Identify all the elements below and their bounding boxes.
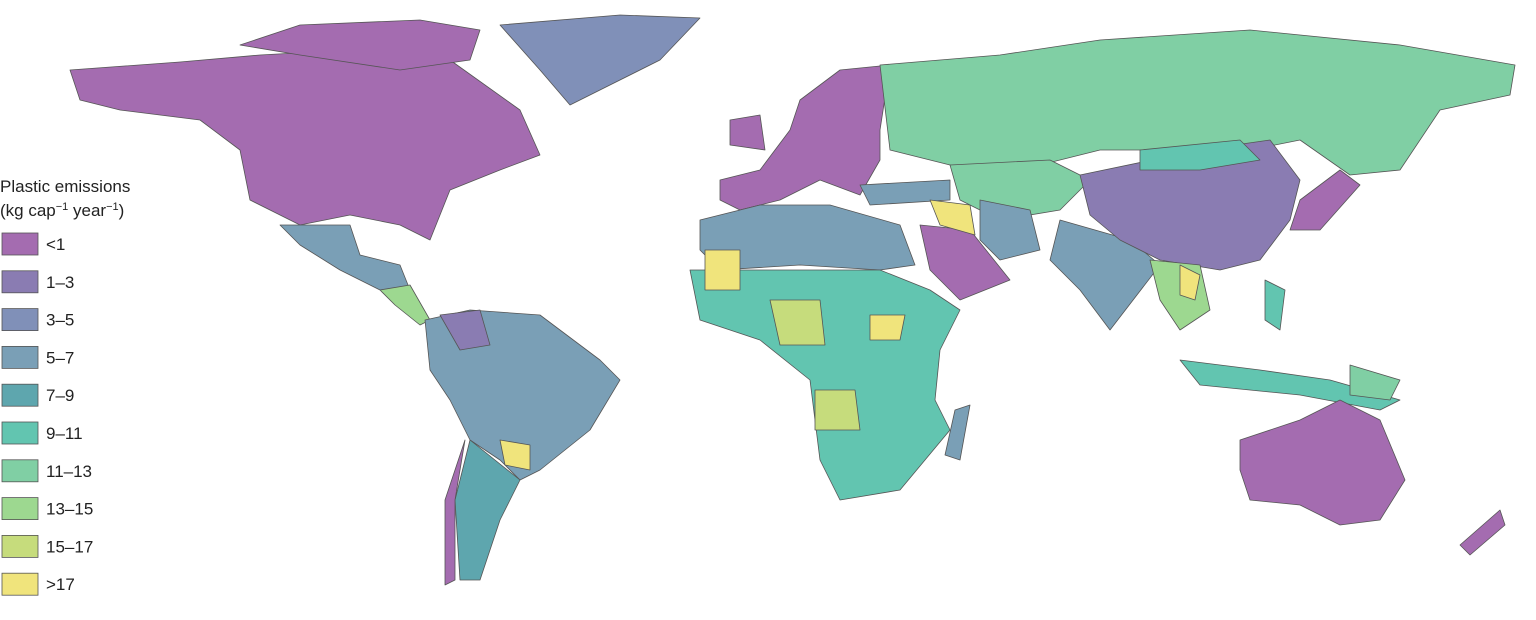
country xyxy=(1179,264,1201,301)
legend-unit: (kg cap−1 year−1) xyxy=(0,201,124,220)
legend-label: 1–3 xyxy=(46,273,74,292)
country xyxy=(869,314,906,341)
legend-swatch xyxy=(1,535,39,558)
legend-title: Plastic emissions xyxy=(0,177,130,196)
legend-swatch xyxy=(1,572,39,596)
country xyxy=(279,224,411,291)
country xyxy=(944,404,971,461)
country xyxy=(499,439,531,471)
legend-label: 13–15 xyxy=(46,500,93,519)
unit-text: ) xyxy=(119,201,125,220)
country xyxy=(1349,364,1401,401)
legend-swatch xyxy=(1,232,39,256)
legend-swatch xyxy=(1,308,39,332)
country xyxy=(1264,279,1286,331)
country xyxy=(1459,509,1506,556)
legend-swatch xyxy=(1,421,39,445)
country xyxy=(769,299,826,346)
legend-label: >17 xyxy=(46,575,75,594)
legend-label: 5–7 xyxy=(46,348,74,367)
country xyxy=(859,179,951,206)
country xyxy=(1079,139,1301,271)
legend-swatch xyxy=(1,497,39,521)
legend-label: <1 xyxy=(46,235,65,254)
legend-swatch xyxy=(1,345,39,369)
country xyxy=(814,389,861,431)
legend-swatch xyxy=(1,383,39,407)
country xyxy=(69,49,541,241)
country xyxy=(444,439,466,586)
country xyxy=(729,114,766,151)
country xyxy=(1139,139,1261,171)
country xyxy=(239,19,481,71)
legend-label: 9–11 xyxy=(46,424,83,443)
legend: Plastic emissions (kg cap−1 year−1) <11–… xyxy=(0,177,130,596)
country xyxy=(1289,169,1361,231)
unit-exponent: −1 xyxy=(56,201,69,213)
legend-swatch xyxy=(1,459,39,483)
legend-swatch xyxy=(1,270,39,294)
unit-text: (kg cap xyxy=(0,201,56,220)
country xyxy=(689,269,961,501)
legend-label: 7–9 xyxy=(46,386,74,405)
unit-exponent: −1 xyxy=(106,201,119,213)
country xyxy=(499,14,701,106)
country xyxy=(1239,399,1406,526)
legend-label: 11–13 xyxy=(46,462,92,481)
country xyxy=(379,284,431,326)
country xyxy=(979,199,1041,261)
legend-label: 3–5 xyxy=(46,311,74,330)
legend-label: 15–17 xyxy=(46,537,93,556)
countries xyxy=(69,14,1516,586)
country xyxy=(704,249,741,291)
country xyxy=(439,309,491,351)
unit-text: year xyxy=(68,201,106,220)
country xyxy=(1179,359,1401,411)
country xyxy=(929,199,976,236)
country xyxy=(424,309,621,481)
